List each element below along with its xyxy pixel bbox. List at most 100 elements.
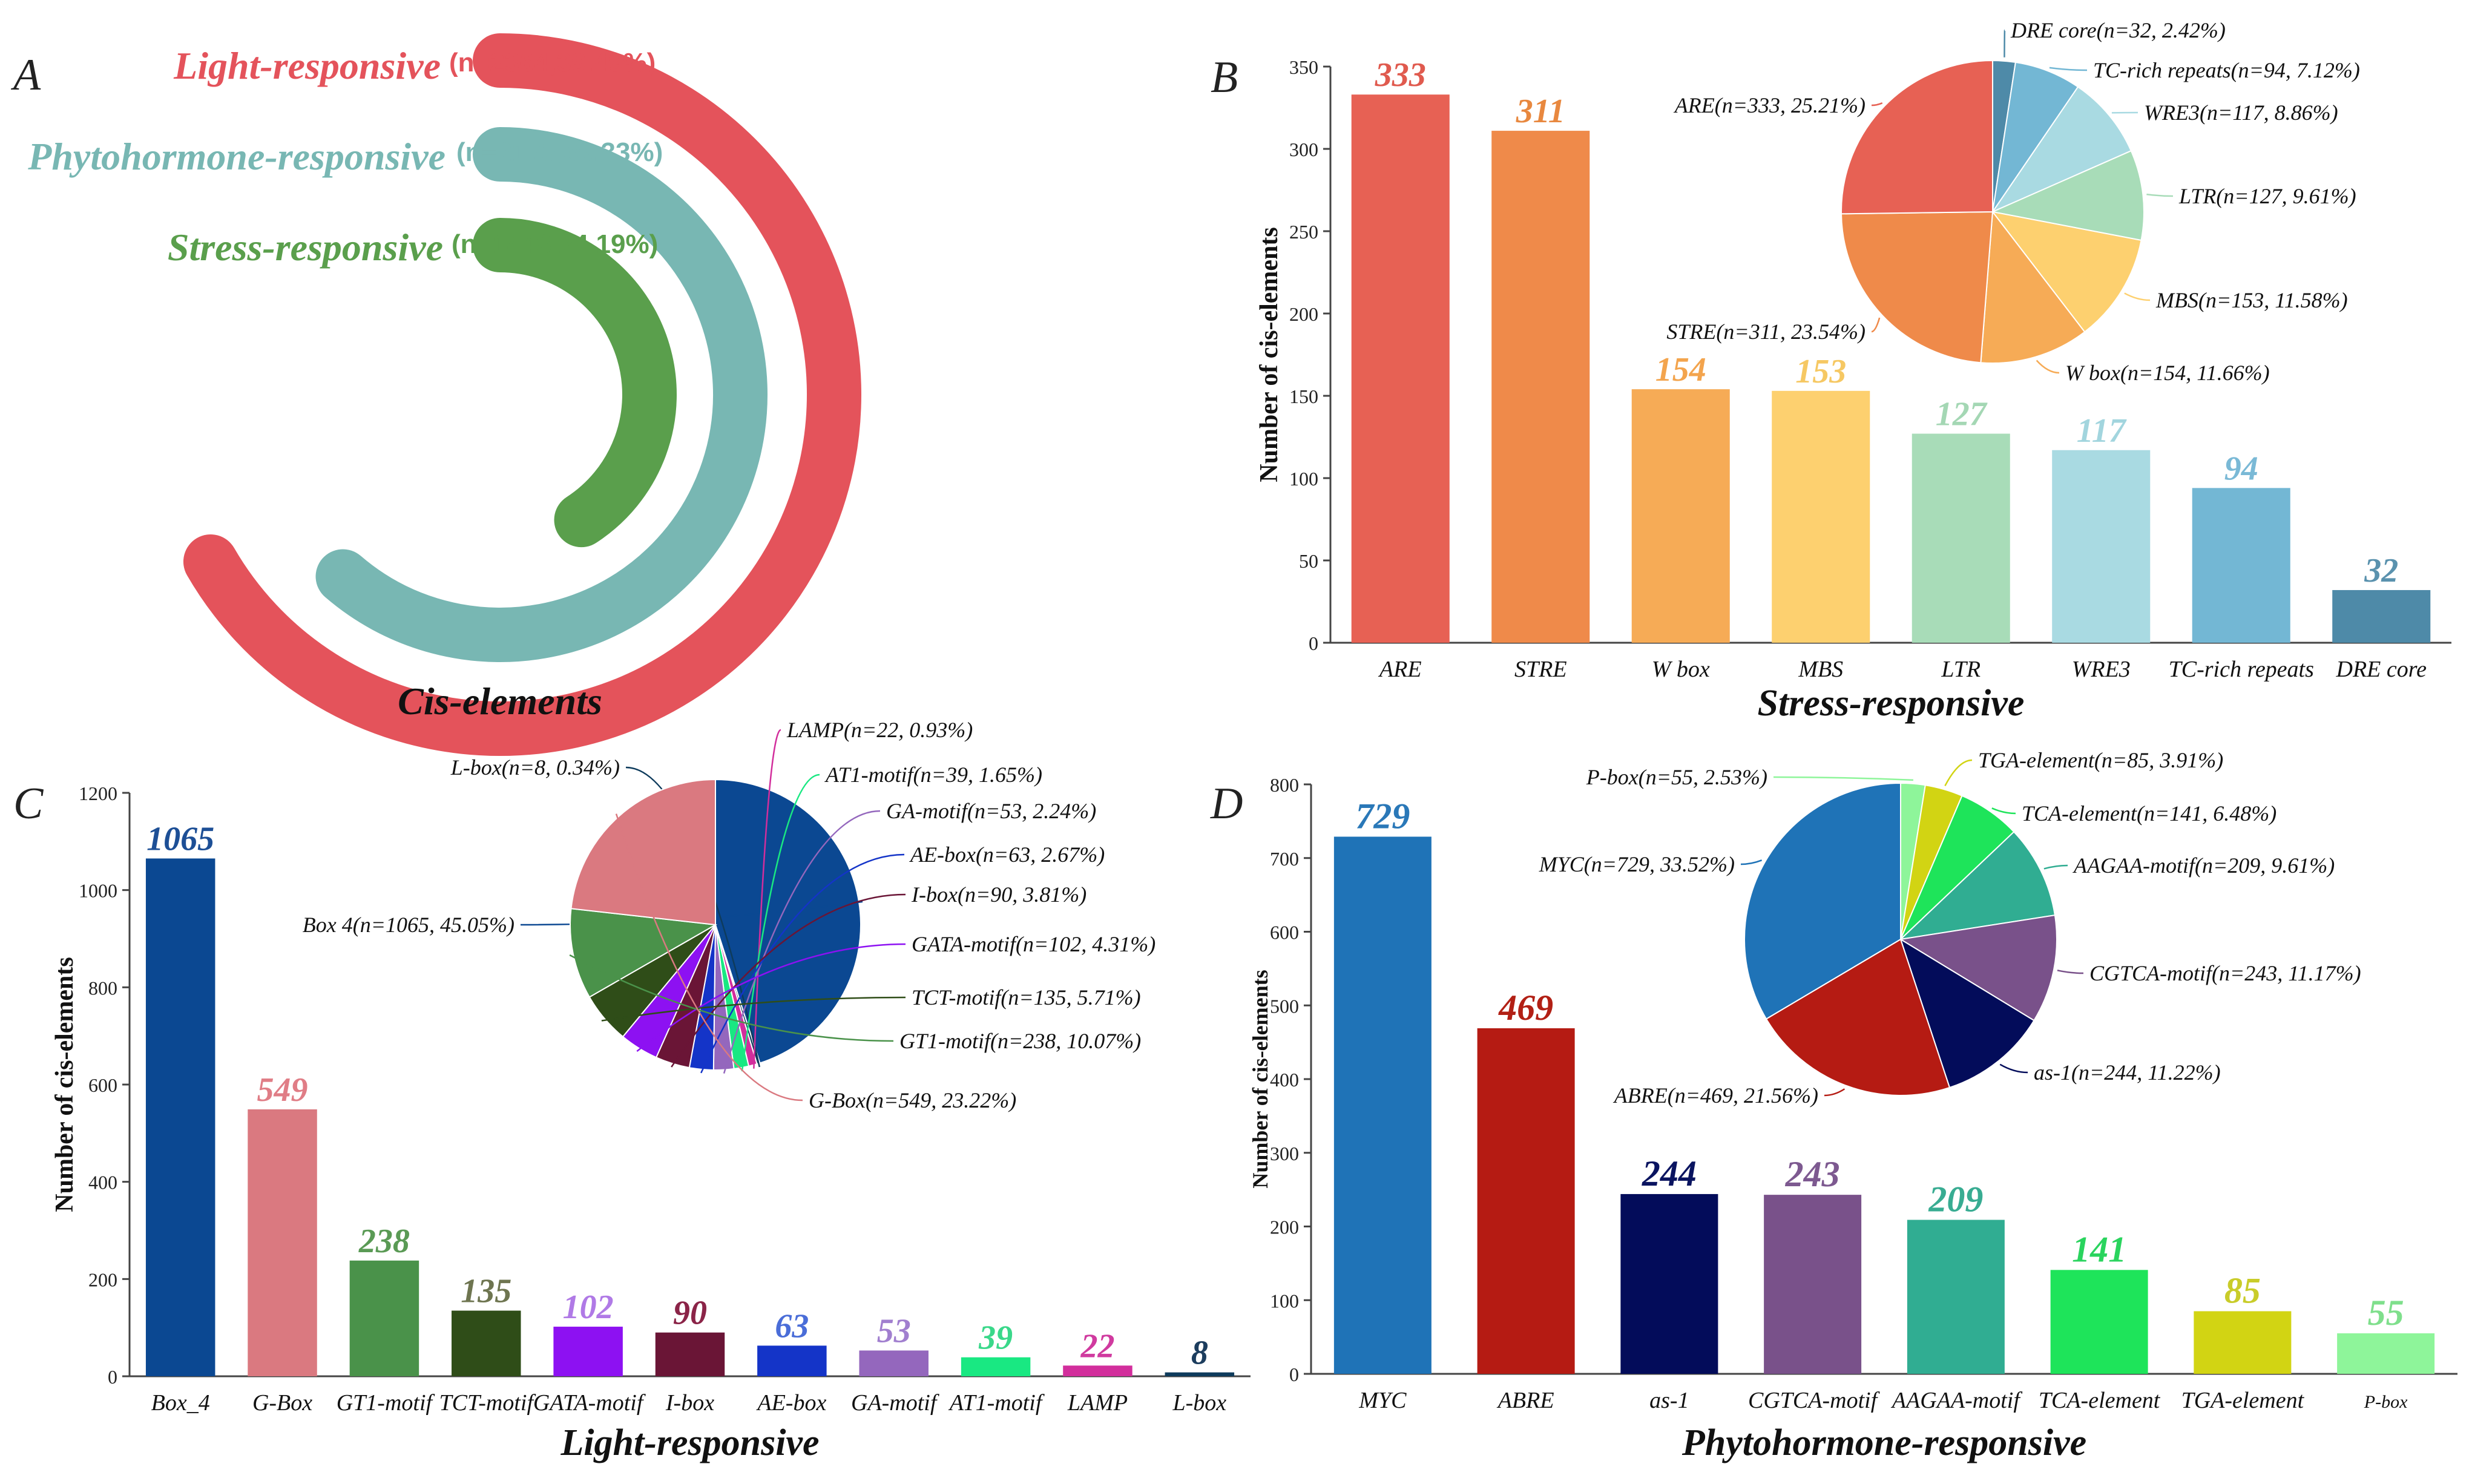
pie-label-ltr: LTR(n=127, 9.61%): [2178, 184, 2356, 208]
pie-label-i-box: I-box(n=90, 3.81%): [911, 882, 1086, 907]
x-axis-title: Light-responsive: [560, 1422, 819, 1463]
bar-box-4: [145, 858, 215, 1376]
y-tick-label: 300: [1270, 1143, 1299, 1164]
ring-label-stress-responsive: Stress-responsive: [168, 226, 443, 269]
pie-label-mbs: MBS(n=153, 11.58%): [2155, 288, 2348, 312]
x-tick-label-tga-element: TGA-element: [2181, 1388, 2305, 1413]
x-tick-label-i-box: I-box: [665, 1390, 714, 1416]
pie-slice-stre: [1841, 211, 1994, 364]
pie-slice-aagaa-motif: [1898, 831, 2056, 941]
bar-value-label-dre-core: 32: [2364, 552, 2398, 589]
pie-leader-line-tga-element: [1944, 759, 1973, 786]
y-tick-label: 350: [1289, 56, 1318, 78]
pie-slice-w-box: [1980, 210, 2086, 364]
bar-gata-motif: [553, 1327, 623, 1376]
x-tick-label-gata-motif: GATA-motif: [533, 1390, 646, 1416]
bar-tga-element: [2194, 1311, 2292, 1374]
bar-value-label-gt1-motif: 238: [358, 1223, 410, 1260]
bar-value-label-aagaa-motif: 209: [1928, 1180, 1983, 1220]
x-tick-label-myc: MYC: [1358, 1388, 1407, 1413]
bar-p-box: [2337, 1333, 2435, 1374]
pie-label-p-box: P-box(n=55, 2.53%): [1586, 765, 1767, 789]
panel-label-c: C: [13, 779, 44, 829]
bar-are: [1351, 94, 1450, 643]
y-tick-label: 200: [1270, 1216, 1299, 1238]
bar-value-label-tca-element: 141: [2072, 1229, 2126, 1269]
x-tick-label-are: ARE: [1378, 657, 1422, 682]
x-tick-label-ltr: LTR: [1941, 657, 1981, 682]
panel-label-b: B: [1211, 53, 1238, 102]
pie-label-myc: MYC(n=729, 33.52%): [1539, 852, 1735, 876]
bar-value-label-l-box: 8: [1191, 1335, 1208, 1372]
panel-a-title: Cis-elements: [398, 680, 602, 723]
y-tick-label: 50: [1299, 550, 1318, 572]
x-tick-label-w-box: W box: [1652, 657, 1710, 682]
pie-leader-line-at1-motif: [741, 773, 820, 1072]
bar-stre: [1491, 131, 1590, 643]
pie-leader-line-tc-rich-repeats: [2049, 67, 2088, 71]
pie-leader-line-tct-motif: [601, 996, 906, 1022]
pie-label-tct-motif: TCT-motif(n=135, 5.71%): [912, 985, 1141, 1010]
y-tick-label: 0: [108, 1366, 117, 1388]
pie-leader-line-i-box: [671, 893, 906, 1068]
bar-value-label-w-box: 154: [1655, 351, 1706, 389]
pie-slice-ltr: [1990, 149, 2145, 241]
y-tick-label: 800: [1270, 774, 1299, 796]
pie-leader-line-cgtca-motif: [2057, 970, 2084, 974]
y-tick-label: 700: [1270, 848, 1299, 870]
bar-gt1-motif: [349, 1260, 419, 1376]
bar-ae-box: [757, 1345, 827, 1376]
pie-label-box-4: Box 4(n=1065, 45.05%): [303, 913, 514, 937]
y-tick-label: 1000: [79, 880, 117, 902]
pie-leader-line-ae-box: [700, 853, 905, 1074]
pie-slice-gt1-motif: [570, 908, 718, 998]
radial-ring-stress-responsive: [473, 218, 677, 548]
bar-value-label-ga-motif: 53: [877, 1312, 911, 1350]
pie-slice-tc-rich-repeats: [1992, 61, 2079, 212]
bar-tc-rich-repeats: [2192, 488, 2290, 643]
y-tick-label: 400: [88, 1172, 117, 1193]
x-tick-label-tca-element: TCA-element: [2039, 1388, 2161, 1413]
bar-value-label-box-4: 1065: [146, 820, 214, 858]
pie-label-dre-core: DRE core(n=32, 2.42%): [2010, 18, 2226, 42]
ring-label-phytohormone-responsive: Phytohormone-responsive: [27, 135, 445, 178]
panel-d-bar-chart: 0 100 200 300 400 500 600 700 800 Number of cis-e…: [1248, 774, 2457, 1463]
bar-value-label-wre3: 117: [2077, 412, 2127, 450]
pie-leader-line-w-box: [2036, 360, 2060, 374]
ring-annotation-light-responsive: (n=2364,39.49%): [449, 48, 656, 77]
bar-wre3: [2052, 450, 2151, 643]
pie-slice-cgtca-motif: [1899, 914, 2057, 1022]
x-tick-label-dre-core: DRE core: [2336, 657, 2427, 682]
bar-cgtca-motif: [1764, 1195, 1862, 1374]
radial-ring-light-responsive: [183, 33, 861, 756]
pie-leader-line-stre: [1871, 317, 1881, 333]
pie-label-at1-motif: AT1-motif(n=39, 1.65%): [824, 763, 1042, 787]
panel-b-pie-chart: DRE core(n=32, 2.42%) TC-rich repeats(n=9…: [1666, 18, 2360, 385]
y-tick-label: 600: [88, 1074, 117, 1096]
x-axis-title: Phytohormone-responsive: [1681, 1422, 2086, 1463]
pie-label-ae-box: AE-box(n=63, 2.67%): [909, 842, 1105, 867]
bar-value-label-stre: 311: [1516, 93, 1565, 130]
x-tick-label-cgtca-motif: CGTCA-motif: [1748, 1388, 1880, 1413]
panel-c-bar-chart: 0 200 400 600 800 1000 1200 Number of cis-eleme…: [51, 783, 1251, 1463]
bar-ltr: [1912, 433, 2010, 643]
y-tick-label: 0: [1309, 632, 1318, 654]
x-tick-label-box-4: Box_4: [151, 1390, 210, 1416]
pie-leader-line-p-box: [1773, 776, 1914, 781]
pie-label-gata-motif: GATA-motif(n=102, 4.31%): [912, 932, 1155, 956]
pie-slice-wre3: [1991, 86, 2132, 214]
pie-label-aagaa-motif: AAGAA-motif(n=209, 9.61%): [2073, 853, 2335, 878]
bar-value-label-mbs: 153: [1795, 353, 1846, 390]
pie-label-as-1: as-1(n=244, 11.22%): [2034, 1060, 2221, 1085]
pie-leader-line-ltr: [2146, 193, 2174, 197]
pie-slice-as-1: [1899, 937, 2035, 1089]
bar-value-label-ae-box: 63: [775, 1307, 809, 1345]
pie-leader-line-abre: [1824, 1088, 1846, 1097]
pie-leader-line-gt1-motif: [569, 954, 894, 1042]
pie-label-tc-rich-repeats: TC-rich repeats(n=94, 7.12%): [2093, 58, 2360, 82]
pie-label-tga-element: TGA-element(n=85, 3.91%): [1978, 748, 2223, 772]
y-tick-label: 200: [1289, 303, 1318, 325]
ring-annotation-stress-responsive: (n=1448,24.19%): [452, 229, 658, 259]
pie-leader-line-tca-element: [1991, 807, 2016, 815]
